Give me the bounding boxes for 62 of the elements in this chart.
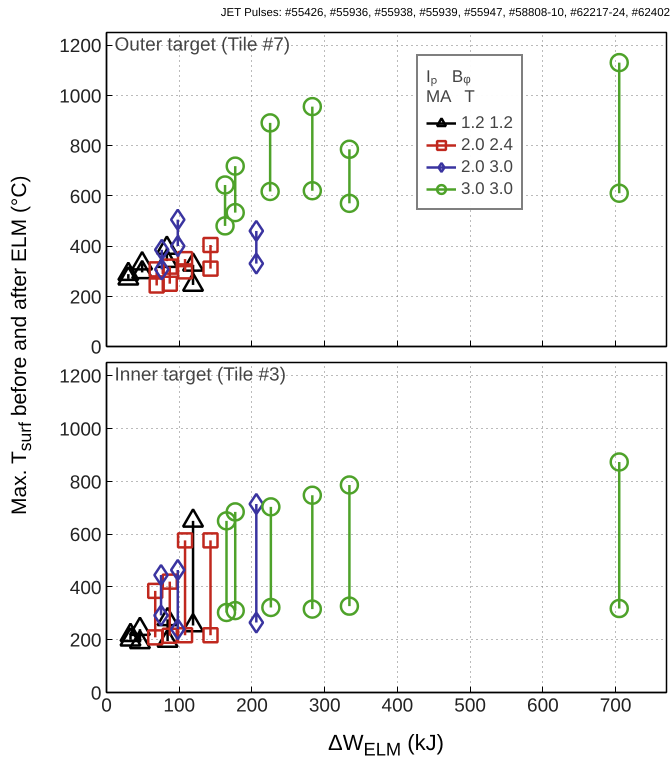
y-tick-label: 800: [70, 472, 102, 494]
chart-title: Inner target (Tile #3): [114, 364, 286, 386]
point: [176, 532, 194, 549]
x-tick-label: 200: [236, 696, 268, 716]
point: [302, 181, 322, 200]
point: [609, 598, 629, 618]
point: [609, 184, 629, 203]
x-tick-label: 600: [527, 696, 559, 716]
text: JET Pulses: #55426, #55936, #55938, #55939, #55947, #58808-10, #62217-24, #62402: [220, 6, 670, 21]
point: [609, 452, 629, 472]
x-tick-label: 300: [308, 696, 341, 716]
y-tick-label: 400: [70, 578, 102, 599]
point: [202, 260, 219, 277]
point: [609, 52, 629, 72]
legend-label: 2.0 3.0: [461, 157, 513, 177]
x-tick-label: 100: [163, 696, 196, 716]
y-tick-label: 0: [90, 338, 102, 358]
point: [225, 502, 245, 522]
legend-label: 3.0 3.0: [461, 179, 513, 199]
y-tick-label: 1200: [59, 366, 102, 388]
y-tick-label: 1000: [59, 86, 102, 108]
point: [248, 611, 264, 634]
point: [302, 486, 322, 506]
point: [340, 475, 360, 495]
point: [340, 596, 360, 616]
x-tick-label: 400: [382, 696, 414, 716]
point: [302, 599, 322, 619]
point: [261, 598, 281, 618]
point: [340, 140, 360, 160]
point: [302, 96, 322, 116]
point: [225, 600, 245, 620]
point: [215, 216, 235, 236]
point: [215, 175, 235, 195]
y-tick-label: 400: [70, 237, 102, 258]
legend-label: 2.0 2.4: [461, 135, 513, 155]
x-axis-title: ΔW$_{ELM}$ (kJ): [328, 729, 444, 762]
chart-title: Outer target (Tile #7): [114, 34, 290, 56]
point: [202, 532, 219, 549]
point: [248, 220, 264, 242]
point: [170, 208, 186, 231]
point: [202, 626, 219, 644]
point: [260, 113, 280, 133]
point: [202, 236, 219, 254]
point: [170, 558, 186, 582]
y-tick-label: 600: [70, 525, 102, 546]
y-tick-label: 1200: [59, 36, 102, 58]
point: [340, 194, 360, 214]
y-tick-label: 600: [70, 186, 102, 208]
y-tick-label: 1000: [59, 420, 102, 440]
point: [261, 497, 281, 517]
point: [260, 182, 280, 202]
y-tick-label: 800: [70, 136, 102, 158]
x-tick-label: 700: [600, 696, 632, 716]
point: [148, 277, 165, 294]
point: [225, 202, 245, 222]
y-tick-label: 200: [70, 287, 102, 308]
legend-title: Iₚ Bᵩ MA T: [426, 66, 476, 107]
point: [248, 252, 264, 275]
x-tick-label: 500: [454, 696, 486, 716]
point: [225, 156, 245, 176]
legend-label: 1.2 1.2: [461, 113, 513, 133]
y-tick-label: 200: [70, 630, 102, 652]
